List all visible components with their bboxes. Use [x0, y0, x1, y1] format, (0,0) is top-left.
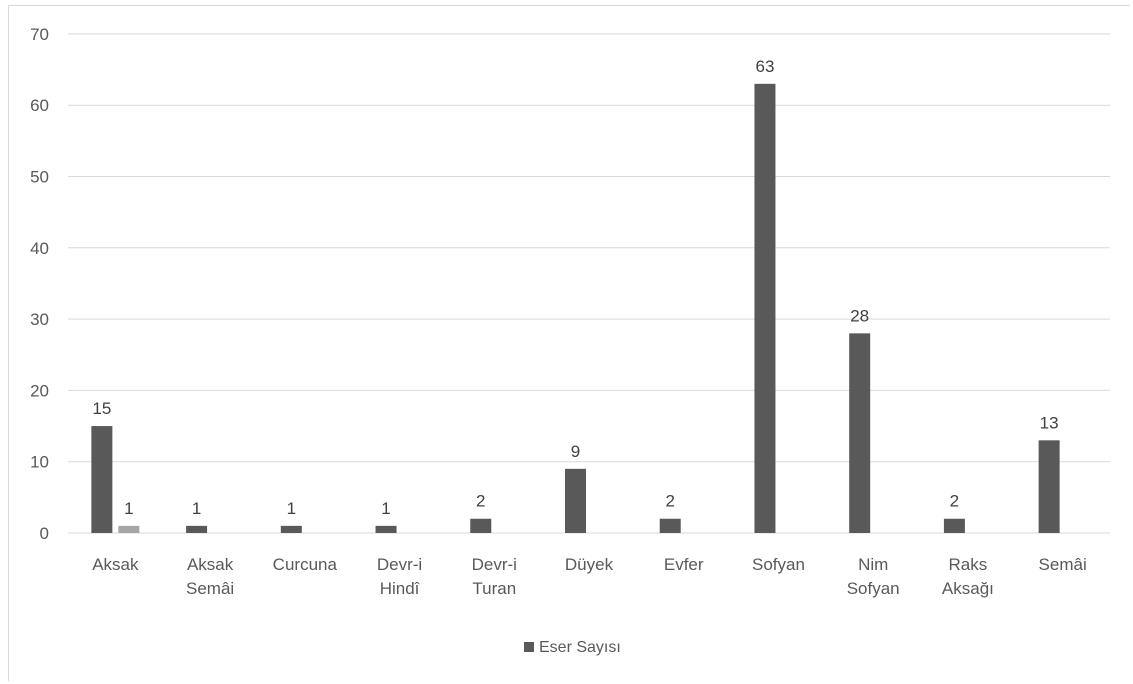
data-label: 1 [124, 499, 133, 518]
data-label: 2 [665, 492, 674, 511]
x-tick-label: Turan [472, 579, 516, 598]
x-tick-label: Aksak [92, 555, 139, 574]
x-tick-label: Aksak [187, 555, 234, 574]
data-label: 63 [755, 57, 774, 76]
y-tick-label: 70 [30, 25, 49, 44]
data-labels: 15 1 1 1 2 9 2 63 28 2 13 1 [92, 57, 1058, 518]
bar [186, 525, 208, 533]
y-tick-label: 30 [30, 310, 49, 329]
x-tick-label: Sofyan [752, 555, 805, 574]
data-label: 1 [381, 499, 390, 518]
bar [91, 426, 113, 533]
bar [280, 525, 302, 533]
x-tick-label: Semâi [186, 579, 234, 598]
bar [754, 83, 776, 533]
x-tick-label: Semâi [1039, 555, 1087, 574]
x-tick-label: Hindî [380, 579, 421, 598]
data-label: 1 [192, 499, 201, 518]
x-tick-label: Curcuna [273, 555, 338, 574]
x-tick-label: Aksağı [942, 579, 994, 598]
y-tick-label: 10 [30, 453, 49, 472]
y-axis: 0 10 20 30 40 50 60 70 [30, 25, 49, 543]
x-axis: Aksak Aksak Semâi Curcuna Devr-i Hindî Devr-i T… [92, 555, 1087, 598]
legend-label-eser-sayisi: Eser Sayısı [539, 639, 621, 656]
bar [659, 518, 681, 533]
x-tick-label: Sofyan [847, 579, 900, 598]
x-tick-label: Düyek [565, 555, 614, 574]
bar [849, 333, 871, 533]
y-tick-label: 0 [40, 524, 49, 543]
y-tick-label: 60 [30, 96, 49, 115]
y-tick-label: 20 [30, 381, 49, 400]
x-tick-label: Raks [949, 555, 988, 574]
bar [375, 525, 397, 533]
data-label: 1 [287, 499, 296, 518]
x-tick-label: Evfer [664, 555, 704, 574]
bar [470, 518, 492, 533]
x-tick-label: Devr-i [377, 555, 422, 574]
data-label: 13 [1040, 413, 1059, 432]
bars [91, 83, 1060, 533]
bar [565, 468, 586, 533]
legend-swatch-eser-sayisi [524, 642, 534, 652]
data-label: 9 [571, 442, 580, 461]
bar [943, 518, 965, 533]
x-tick-label: Nim [858, 555, 888, 574]
bar [1038, 440, 1060, 533]
data-label: 15 [92, 399, 111, 418]
gridlines [68, 33, 1110, 534]
chart-area [8, 5, 1130, 681]
legend: Eser Sayısı [524, 639, 621, 656]
data-label: 2 [476, 492, 485, 511]
y-tick-label: 40 [30, 239, 49, 258]
data-label: 2 [950, 492, 959, 511]
data-label: 28 [850, 306, 869, 325]
x-tick-label: Devr-i [472, 555, 517, 574]
y-tick-label: 50 [30, 168, 49, 187]
bar [118, 525, 140, 533]
